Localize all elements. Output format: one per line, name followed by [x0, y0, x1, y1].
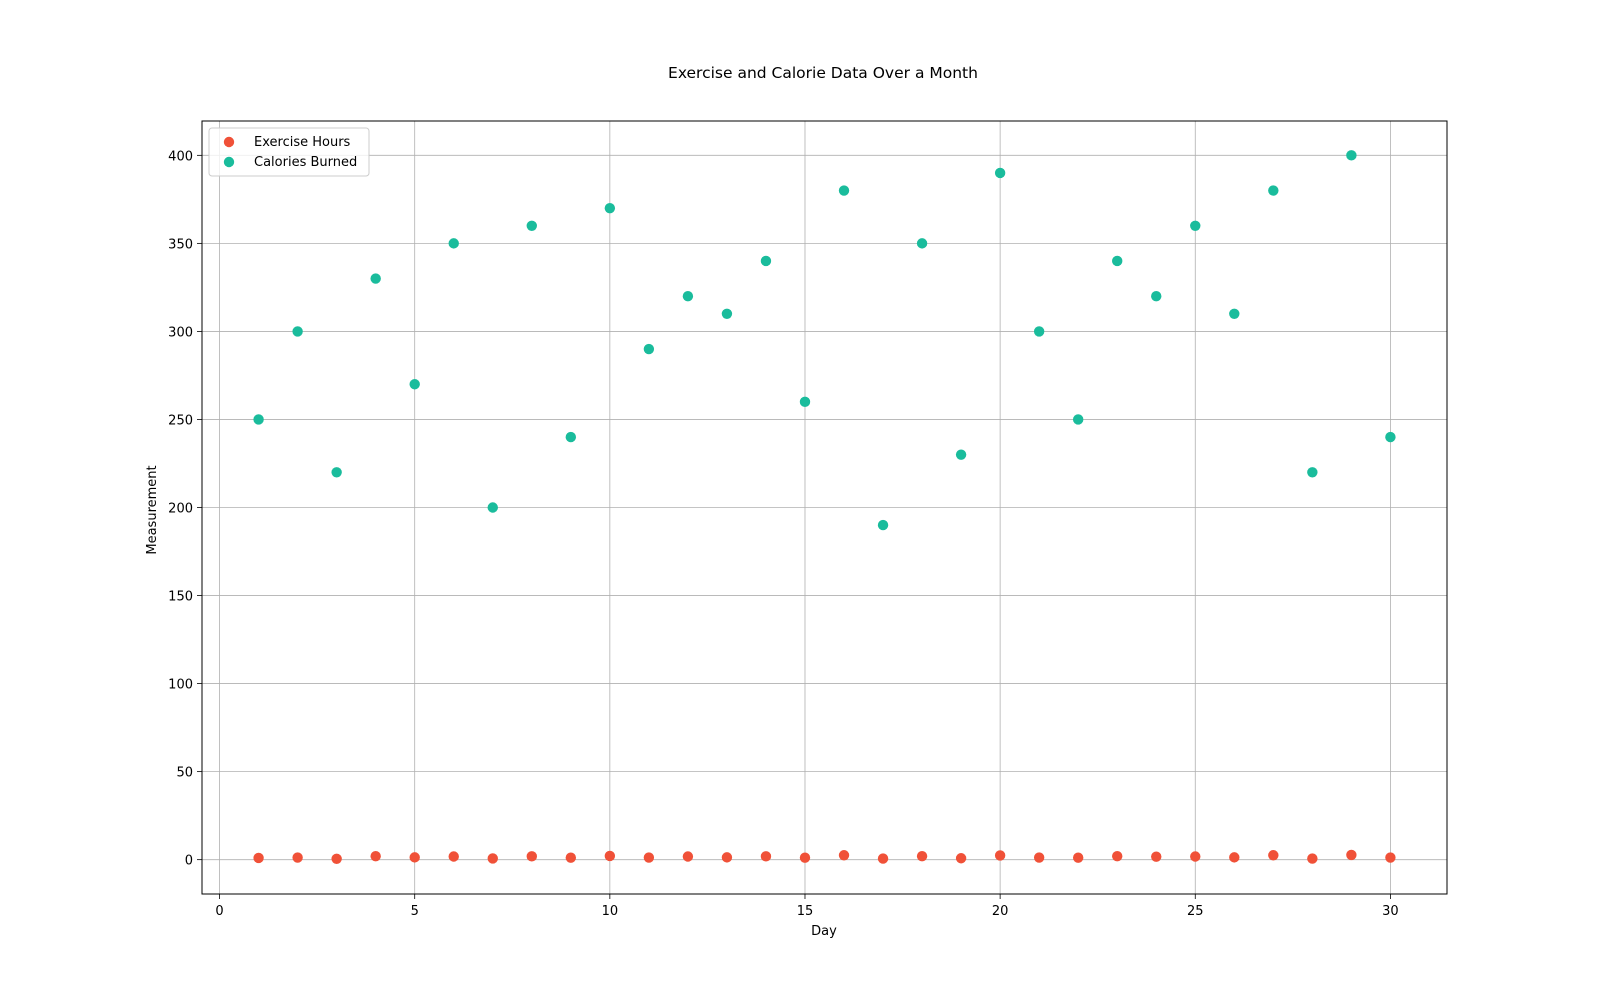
- legend-marker: [223, 156, 235, 168]
- data-point-exercise-hours: [955, 853, 967, 864]
- data-point-calories-burned: [682, 291, 694, 302]
- data-point-exercise-hours: [916, 850, 928, 862]
- y-tick-label: 50: [176, 766, 193, 781]
- data-point-calories-burned: [955, 449, 967, 460]
- data-point-calories-burned: [526, 220, 537, 231]
- data-point-calories-burned: [643, 343, 655, 355]
- data-point-calories-burned: [799, 396, 811, 408]
- data-point-calories-burned: [1385, 431, 1396, 443]
- data-point-calories-burned: [838, 185, 850, 196]
- x-tick-label: 15: [797, 904, 814, 919]
- x-tick-label: 0: [215, 904, 223, 919]
- x-axis-ticks: 0 5 10 15 20 25 30: [215, 894, 1399, 919]
- data-point-exercise-hours: [1072, 852, 1084, 863]
- y-axis-ticks: 0 50 100 150 200 250 300 350 400: [168, 149, 202, 869]
- data-point-calories-burned: [448, 238, 459, 249]
- x-tick-label: 25: [1187, 904, 1204, 919]
- chart-title: Exercise and Calorie Data Over a Month: [668, 64, 978, 82]
- data-point-exercise-hours: [643, 852, 655, 863]
- data-point-calories-burned: [1268, 185, 1279, 196]
- data-point-exercise-hours: [253, 852, 264, 864]
- legend: Exercise Hours Calories Burned: [208, 127, 370, 177]
- data-point-calories-burned: [409, 379, 420, 390]
- y-tick-label: 300: [168, 325, 193, 340]
- legend-marker: [223, 136, 235, 148]
- data-point-exercise-hours: [487, 853, 498, 864]
- data-point-exercise-hours: [292, 852, 303, 863]
- y-tick-label: 400: [168, 149, 193, 164]
- data-point-calories-burned: [565, 431, 577, 443]
- data-point-exercise-hours: [1229, 852, 1240, 863]
- y-tick-label: 150: [168, 590, 193, 605]
- data-point-exercise-hours: [760, 851, 772, 862]
- data-point-calories-burned: [1346, 150, 1357, 161]
- data-point-exercise-hours: [799, 852, 811, 863]
- y-tick-label: 250: [168, 413, 193, 428]
- data-point-calories-burned: [1072, 414, 1084, 425]
- data-point-calories-burned: [1033, 326, 1045, 337]
- data-point-exercise-hours: [721, 852, 733, 863]
- y-axis-label: Measurement: [145, 465, 160, 554]
- data-point-calories-burned: [760, 255, 772, 267]
- x-tick-label: 30: [1382, 904, 1399, 919]
- data-point-exercise-hours: [1033, 852, 1045, 863]
- y-tick-label: 100: [168, 678, 193, 693]
- legend-label: Calories Burned: [254, 155, 357, 170]
- y-tick-label: 0: [185, 854, 193, 869]
- x-tick-label: 5: [411, 904, 419, 919]
- data-point-calories-burned: [487, 502, 498, 513]
- data-point-exercise-hours: [331, 853, 342, 864]
- data-point-calories-burned: [994, 167, 1006, 179]
- x-axis-label: Day: [811, 924, 837, 939]
- data-point-exercise-hours: [877, 853, 889, 864]
- data-point-exercise-hours: [994, 850, 1006, 861]
- data-point-calories-burned: [1112, 255, 1123, 267]
- legend-box: [208, 127, 370, 177]
- data-point-exercise-hours: [409, 852, 420, 863]
- x-tick-label: 10: [602, 904, 619, 919]
- data-point-exercise-hours: [838, 850, 850, 861]
- data-point-exercise-hours: [526, 851, 537, 862]
- data-point-exercise-hours: [1151, 851, 1162, 862]
- data-point-calories-burned: [1229, 308, 1240, 320]
- data-point-calories-burned: [253, 414, 264, 425]
- data-point-calories-burned: [916, 238, 928, 249]
- y-tick-label: 350: [168, 237, 193, 252]
- data-point-exercise-hours: [1385, 852, 1396, 863]
- data-point-exercise-hours: [682, 851, 694, 862]
- data-point-calories-burned: [1151, 291, 1162, 302]
- data-point-calories-burned: [292, 326, 303, 337]
- data-point-calories-burned: [370, 273, 381, 284]
- data-point-calories-burned: [877, 519, 889, 531]
- data-point-calories-burned: [604, 202, 616, 214]
- data-point-exercise-hours: [1307, 853, 1318, 864]
- data-point-calories-burned: [1307, 467, 1318, 478]
- data-point-exercise-hours: [448, 851, 459, 862]
- data-point-exercise-hours: [1346, 849, 1357, 861]
- x-tick-label: 20: [992, 904, 1009, 919]
- data-point-exercise-hours: [1112, 850, 1123, 862]
- data-points: [253, 150, 1396, 864]
- grid-lines: [202, 121, 1447, 894]
- data-point-exercise-hours: [1268, 850, 1279, 861]
- legend-label: Exercise Hours: [254, 135, 351, 150]
- data-point-calories-burned: [721, 308, 733, 320]
- data-point-calories-burned: [1190, 220, 1201, 231]
- data-point-exercise-hours: [565, 852, 577, 863]
- data-point-exercise-hours: [1190, 851, 1201, 862]
- data-point-exercise-hours: [370, 850, 381, 862]
- data-point-calories-burned: [331, 467, 342, 478]
- data-point-exercise-hours: [604, 850, 616, 862]
- y-tick-label: 200: [168, 502, 193, 517]
